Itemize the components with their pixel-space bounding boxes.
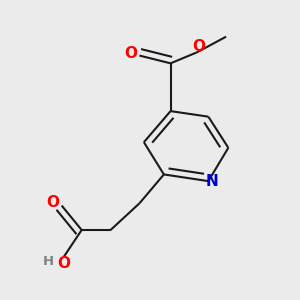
- Text: O: O: [192, 39, 206, 54]
- Text: O: O: [57, 256, 70, 271]
- Text: O: O: [46, 195, 59, 210]
- Text: H: H: [42, 255, 53, 268]
- Text: N: N: [206, 174, 219, 189]
- Text: O: O: [124, 46, 138, 62]
